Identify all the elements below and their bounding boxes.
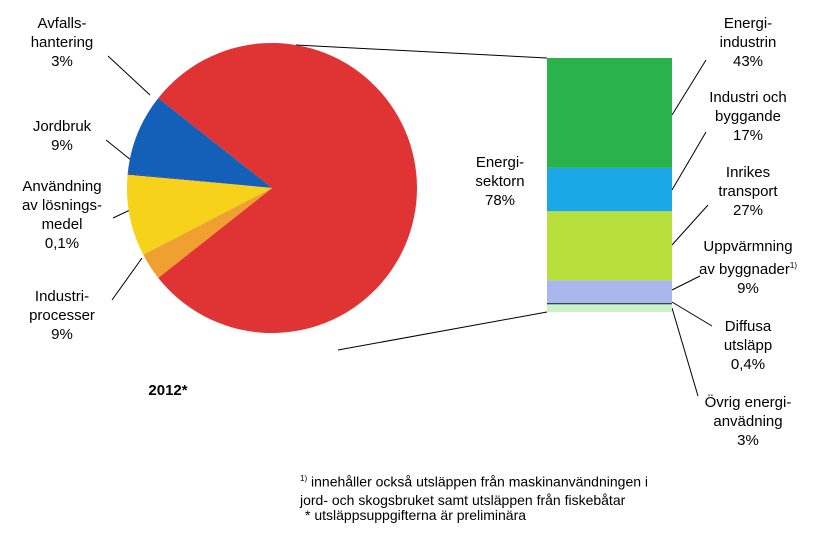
pie-slice — [158, 43, 418, 333]
slice-label: Diffusa utsläpp 0,4% — [683, 317, 813, 374]
slice-label: Användning av lösnings- medel 0,1% — [0, 177, 127, 253]
leader-line — [105, 139, 132, 161]
category-label: Jordbruk — [32, 118, 92, 135]
slice-label: Inrikes transport 27% — [683, 163, 813, 220]
slice-label: Energi- sektorn 78% — [435, 153, 565, 210]
slice-label: Uppvärmning av byggnader1) 9% — [683, 237, 813, 298]
bar-segment — [547, 211, 672, 281]
leader-line — [671, 301, 713, 327]
value-label: 9% — [737, 280, 759, 297]
leader-line — [671, 131, 707, 191]
value-label: 43% — [732, 53, 764, 70]
pie-slice — [127, 98, 273, 188]
value-label: 9% — [51, 137, 73, 154]
year-label: 2012* — [148, 382, 187, 399]
bar-segment — [547, 303, 672, 305]
connector — [295, 44, 548, 59]
category-label: Industri och byggande — [709, 89, 787, 125]
value-label: 27% — [732, 202, 764, 219]
slice-label: Energi- industrin 43% — [683, 14, 813, 71]
value-label: 0,4% — [730, 356, 766, 373]
category-label: Avfalls- hantering — [30, 15, 94, 51]
pie-slice — [127, 174, 272, 255]
slice-label: Avfalls- hantering 3% — [0, 14, 127, 71]
category-label: Inrikes transport — [718, 164, 778, 200]
value-label: 0,1% — [44, 235, 80, 252]
pie-slice — [143, 188, 272, 278]
leader-line — [671, 275, 701, 291]
leader-line — [111, 257, 143, 301]
bar-segment — [547, 167, 672, 212]
footnote: 1) innehåller också utsläppen från maski… — [300, 470, 648, 509]
pie-slice — [127, 173, 272, 188]
footnote: * utsläppsuppgifterna är preliminära — [305, 507, 527, 523]
leader-line — [671, 204, 709, 246]
category-label: Användning av lösnings- medel — [21, 178, 103, 233]
footnote-marker: 1) — [789, 261, 798, 270]
connector — [337, 311, 548, 351]
leader-line — [671, 307, 699, 397]
slice-label: Jordbruk 9% — [0, 117, 127, 155]
bar-segment — [547, 280, 672, 304]
value-label: 9% — [51, 326, 73, 343]
footnote-marker: 1) — [300, 474, 308, 483]
leader-line — [107, 55, 151, 96]
slice-label: Industri och byggande 17% — [683, 88, 813, 145]
category-label: Energi- industrin — [719, 15, 777, 51]
category-label: Diffusa utsläpp — [723, 318, 773, 354]
leader-line — [112, 209, 131, 219]
slice-label: Övrig energi- anvädning 3% — [683, 393, 813, 450]
category-label: Energi- sektorn — [475, 154, 525, 190]
value-label: 17% — [732, 127, 764, 144]
leader-line — [671, 59, 707, 116]
slice-label: Industri- processer 9% — [0, 287, 127, 344]
category-label: Uppvärmning av byggnader1) — [698, 238, 798, 278]
footnote-text: innehåller också utsläppen från maskinan… — [300, 473, 649, 508]
value-label: 78% — [484, 192, 516, 209]
category-label: Övrig energi- anvädning — [704, 394, 792, 430]
value-label: 3% — [737, 432, 759, 449]
category-label: Industri- processer — [29, 288, 95, 324]
bar-segment — [547, 304, 672, 312]
value-label: 3% — [51, 53, 73, 70]
bar-segment — [547, 58, 672, 168]
